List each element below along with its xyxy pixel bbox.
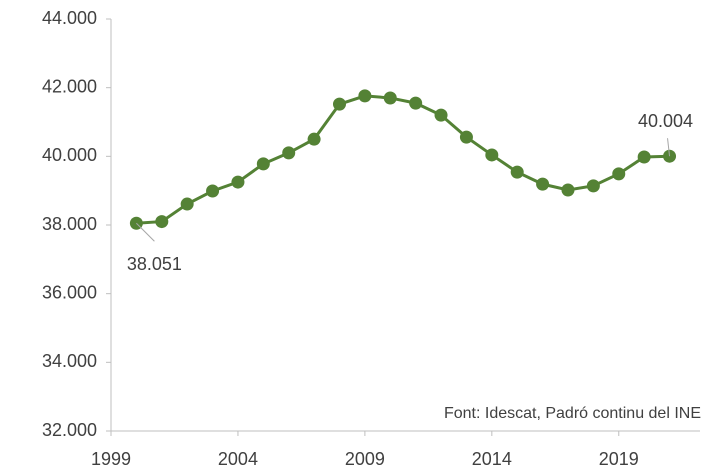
x-tick-label: 2014: [472, 449, 512, 469]
point: [536, 177, 550, 191]
point: [332, 97, 346, 111]
y-tick-label: 42.000: [42, 76, 97, 96]
data-label: 38.051: [127, 254, 182, 274]
point: [612, 167, 626, 181]
point: [637, 150, 651, 164]
source-note: Font: Idescat, Padró continu del INE: [444, 405, 701, 422]
y-tick-label: 32.000: [42, 420, 97, 440]
y-tick-label: 38.000: [42, 214, 97, 234]
y-tick-label: 34.000: [42, 351, 97, 371]
x-tick-label: 2019: [599, 449, 639, 469]
point: [180, 197, 194, 211]
point: [510, 165, 524, 179]
y-tick-label: 44.000: [42, 8, 97, 28]
point: [409, 96, 423, 110]
data-label: 40.004: [638, 111, 693, 131]
point: [459, 130, 473, 144]
x-tick-label: 2004: [218, 449, 258, 469]
line: [136, 94, 670, 225]
point: [155, 215, 169, 229]
leader-line: [667, 138, 671, 157]
point: [561, 183, 575, 197]
point: [231, 175, 245, 189]
point: [358, 89, 372, 103]
y-tick-label: 40.000: [42, 145, 97, 165]
point: [206, 184, 220, 198]
point: [434, 108, 448, 122]
y-tick-label: 36.000: [42, 282, 97, 302]
leader-line: [136, 222, 155, 242]
x-tick-label: 1999: [91, 449, 131, 469]
point: [586, 179, 600, 193]
point: [282, 146, 296, 160]
point: [307, 132, 321, 146]
point: [383, 91, 397, 105]
point: [256, 157, 270, 171]
point: [485, 148, 499, 162]
x-tick-label: 2009: [345, 449, 385, 469]
